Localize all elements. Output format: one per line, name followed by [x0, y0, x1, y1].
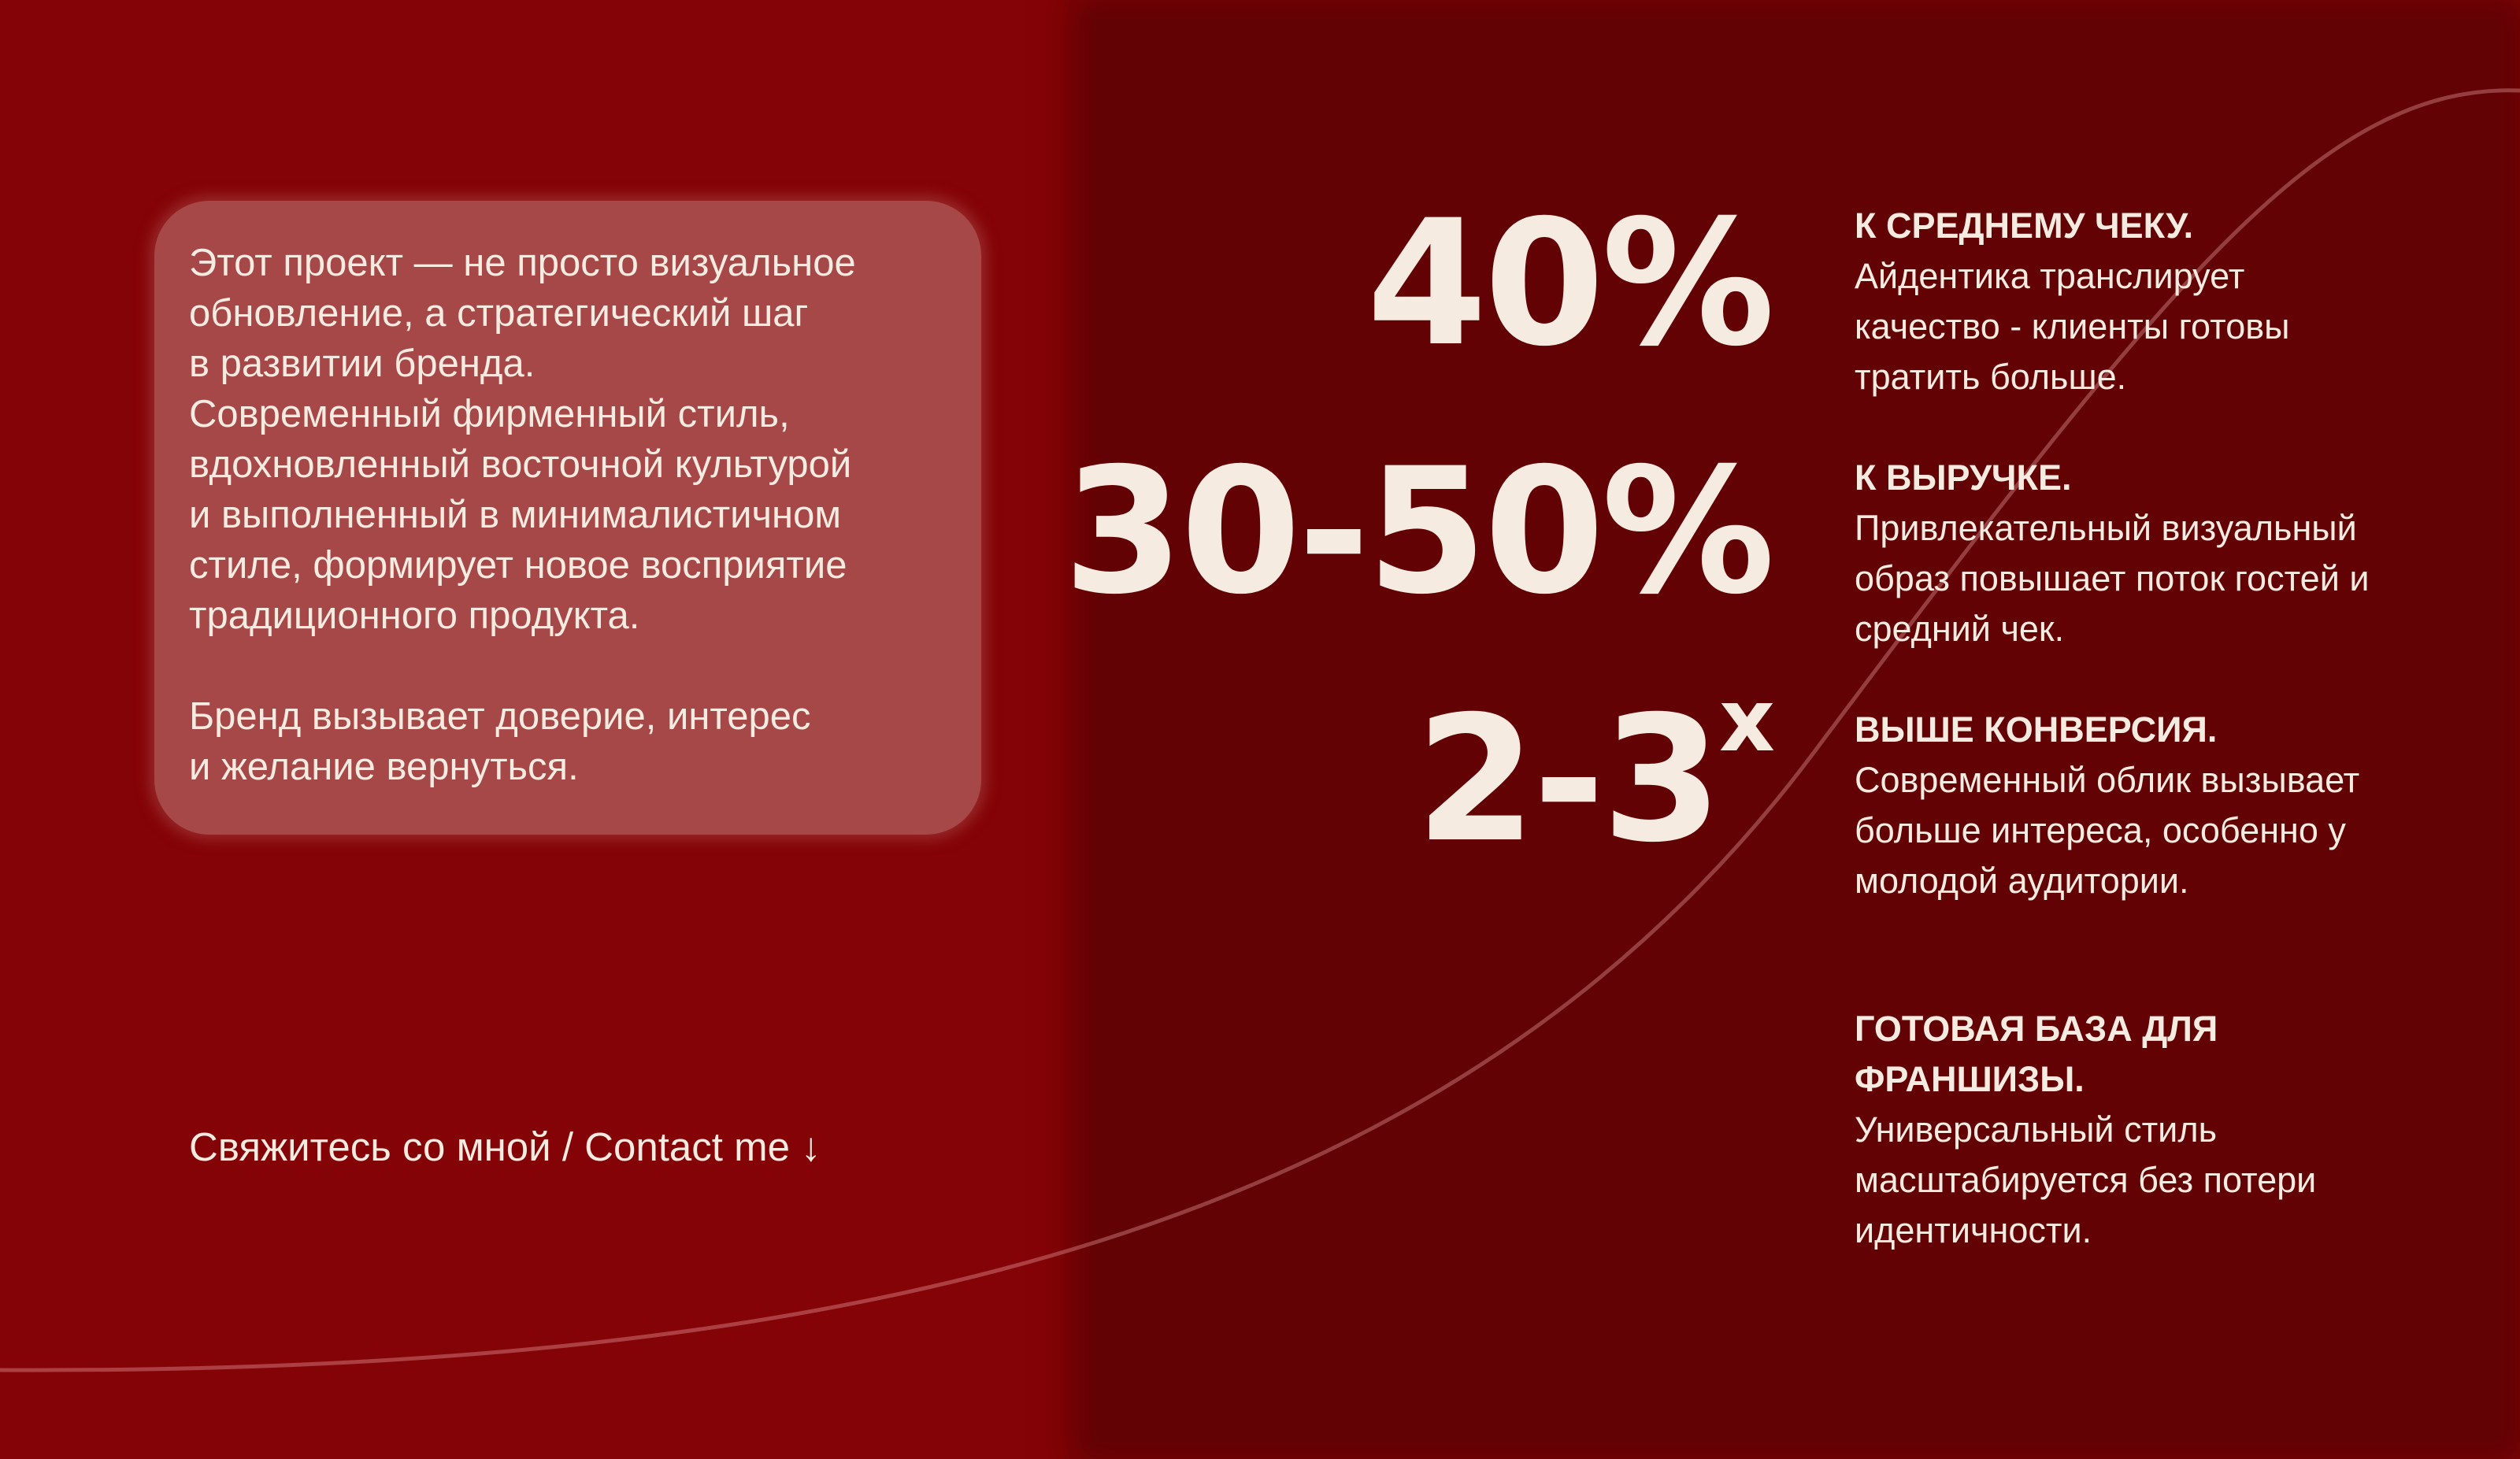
stat-value-conversion-number: 2-3 — [1415, 679, 1722, 880]
stat-description: Универсальный стиль масштабируется без п… — [1855, 1109, 2317, 1250]
intro-card — [154, 201, 981, 835]
stat-heading: ВЫШЕ КОНВЕРСИЯ. — [1855, 709, 2218, 750]
stat-description: Айдентика транслирует качество - клиенты… — [1855, 256, 2290, 397]
contact-link[interactable]: Свяжитесь со мной / Contact me ↓ — [189, 1122, 821, 1172]
stats-panel-background — [1095, 16, 2504, 1445]
stat-value-conversion-suffix: x — [1719, 670, 1775, 771]
stat-avg-check: К СРЕДНЕМУ ЧЕКУ. Айдентика транслирует к… — [1855, 201, 2485, 402]
stat-value-conversion: 2-3x — [1416, 677, 1775, 866]
stat-heading: К ВЫРУЧКЕ. — [1855, 457, 2072, 498]
stat-conversion: ВЫШЕ КОНВЕРСИЯ. Современный облик вызыва… — [1855, 705, 2485, 906]
stat-revenue: К ВЫРУЧКЕ. Привлекательный визуальный об… — [1855, 453, 2485, 654]
stat-description: Привлекательный визуальный образ повышае… — [1855, 508, 2370, 649]
stat-description: Современный облик вызывает больше интере… — [1855, 760, 2360, 901]
stat-franchise: ГОТОВАЯ БАЗА ДЛЯ ФРАНШИЗЫ. Универсальный… — [1855, 1004, 2485, 1256]
arrow-down-icon: ↓ — [801, 1124, 821, 1169]
stat-value-revenue: 30-50% — [1062, 431, 1775, 632]
intro-text: Этот проект — не просто визуальное обнов… — [189, 242, 856, 788]
stat-heading: К СРЕДНЕМУ ЧЕКУ. — [1855, 206, 2194, 246]
stat-heading: ГОТОВАЯ БАЗА ДЛЯ ФРАНШИЗЫ. — [1855, 1009, 2218, 1099]
contact-label[interactable]: Свяжитесь со мной / Contact me — [189, 1124, 790, 1169]
stat-value-avg-check: 40% — [1366, 183, 1775, 384]
